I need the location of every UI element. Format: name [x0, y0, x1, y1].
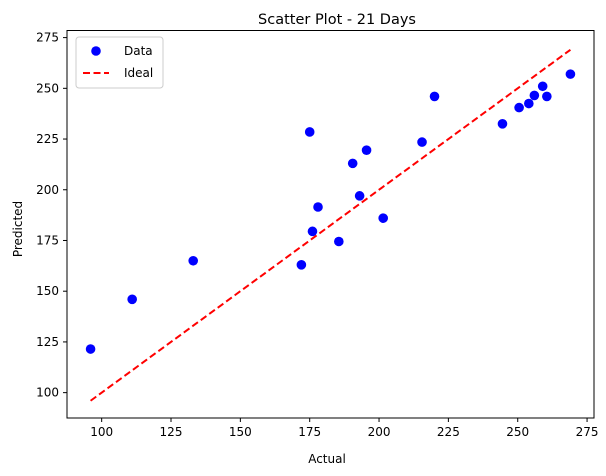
x-tick-label: 175 [298, 425, 321, 439]
legend-label: Ideal [124, 66, 153, 80]
x-tick-label: 275 [576, 425, 599, 439]
data-point [429, 91, 440, 102]
data-point [347, 158, 358, 169]
data-point [334, 236, 344, 247]
data-point [514, 102, 524, 113]
data-point [565, 69, 576, 79]
y-tick-label: 250 [36, 81, 59, 95]
legend-label: Data [124, 44, 153, 58]
data-point [537, 81, 548, 92]
y-tick-label: 125 [36, 335, 59, 349]
y-tick-label: 100 [36, 386, 59, 400]
chart-title: Scatter Plot - 21 Days [258, 12, 416, 28]
data-point [361, 145, 372, 155]
x-tick-label: 150 [229, 425, 252, 439]
y-tick-label: 225 [36, 132, 59, 146]
data-point [313, 202, 323, 212]
y-tick-label: 150 [36, 284, 59, 298]
data-point [188, 255, 199, 266]
x-tick-label: 200 [368, 425, 391, 439]
data-point [524, 98, 534, 109]
legend-marker-data [91, 46, 101, 56]
x-tick-label: 125 [160, 425, 183, 439]
y-tick-label: 175 [36, 233, 59, 247]
y-tick-label: 275 [36, 31, 59, 45]
data-point [542, 91, 552, 102]
data-point [307, 226, 318, 237]
plot-frame [66, 30, 595, 419]
y-tick-label: 200 [36, 183, 59, 197]
ideal-line [89, 48, 572, 402]
x-axis-label: Actual [308, 452, 346, 466]
data-point [304, 127, 315, 137]
x-tick-label: 100 [90, 425, 113, 439]
y-axis-label: Predicted [11, 201, 25, 257]
x-tick-label: 225 [437, 425, 460, 439]
data-point [127, 294, 137, 305]
data-point [85, 344, 96, 354]
data-point [378, 213, 389, 223]
x-axis-ticks: 100 125 150 175 200 225 250 275 [90, 418, 599, 439]
data-point [296, 260, 307, 270]
plot-area [85, 48, 576, 402]
data-point [354, 191, 365, 201]
data-point [529, 90, 540, 101]
legend: Data Ideal [75, 36, 164, 89]
data-point [417, 137, 427, 147]
data-point [497, 119, 508, 129]
x-tick-label: 250 [506, 425, 529, 439]
y-axis-ticks: 100 125 150 175 200 225 250 275 [36, 31, 67, 400]
